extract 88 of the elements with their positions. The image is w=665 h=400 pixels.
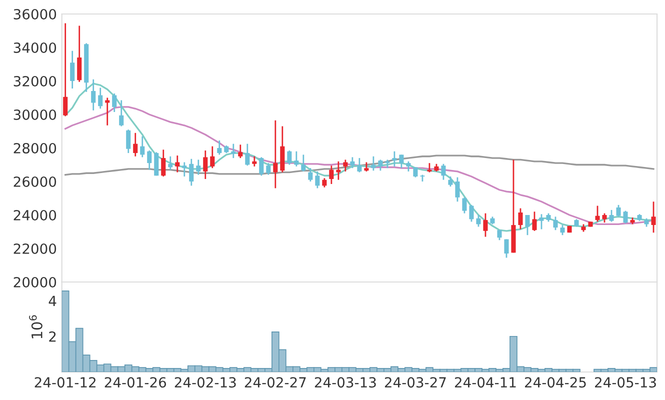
candlestick (259, 156, 264, 176)
candlestick (462, 196, 467, 214)
x-tick-label: 24-03-13 (314, 377, 376, 388)
candlestick (350, 156, 355, 169)
y-tick-label: 30000 (14, 109, 56, 120)
candlestick (469, 204, 474, 222)
candlestick (504, 238, 509, 258)
x-tick-label: 24-05-13 (595, 377, 656, 388)
candlestick (525, 214, 530, 236)
candlestick (609, 209, 614, 222)
candlestick (595, 205, 600, 222)
x-tick-label: 24-01-12 (34, 377, 96, 388)
y-tick-label: 4 (48, 296, 56, 306)
candlestick (210, 146, 215, 169)
candlestick (70, 50, 75, 90)
candlestick (301, 154, 306, 172)
candlestick (532, 210, 537, 232)
candlestick (399, 154, 404, 169)
y-tick-label: 28000 (14, 142, 56, 154)
candlestick (189, 158, 194, 186)
candlestick (203, 150, 208, 180)
x-tick-label: 24-04-25 (524, 377, 586, 388)
x-tick-label: 24-03-27 (384, 377, 446, 388)
candlestick (175, 154, 180, 173)
candlestick (427, 162, 432, 173)
candlestick (140, 136, 145, 158)
candlestick (273, 120, 278, 189)
candlestick (518, 208, 523, 230)
candlestick (483, 212, 488, 238)
y-tick-label: 20000 (14, 276, 56, 288)
candlestick (105, 97, 110, 126)
candlestick (182, 162, 187, 178)
candlestick (287, 150, 292, 166)
x-tick-label: 24-04-11 (454, 377, 516, 388)
candlestick (168, 156, 173, 170)
candlestick (336, 160, 341, 181)
x-tick-label: 24-01-26 (104, 377, 166, 388)
candlestick (476, 214, 481, 228)
candlestick (329, 164, 334, 185)
candlestick (252, 156, 257, 168)
candlestick (196, 159, 201, 176)
candlestick (497, 229, 502, 241)
candlestick (154, 151, 159, 176)
candlestick (448, 176, 453, 188)
candlestick (357, 157, 362, 173)
y-tick-label: 32000 (14, 76, 56, 86)
candlestick (623, 210, 628, 224)
y-tick-label: 36000 (14, 8, 56, 20)
candlestick (560, 224, 565, 236)
candlestick (455, 176, 460, 202)
y-tick-label: 26000 (14, 176, 56, 187)
candlestick (378, 159, 383, 172)
candlestick (322, 177, 327, 188)
candlestick (91, 78, 96, 112)
candlestick (406, 160, 411, 172)
candlestick (217, 140, 222, 156)
candlestick (602, 212, 607, 224)
x-tick-label: 24-02-13 (174, 377, 236, 388)
candlestick (294, 150, 299, 168)
candlestick (231, 143, 236, 159)
candlestick (651, 200, 656, 234)
y-tick-label: 22000 (14, 243, 56, 254)
candlestick (539, 213, 544, 230)
candlestick (616, 204, 621, 218)
candlestick (315, 170, 320, 189)
candlestick (133, 132, 138, 158)
y-tick-label: 24000 (14, 210, 56, 220)
candlestick (364, 162, 369, 172)
candlestick (126, 128, 131, 154)
candlestick (441, 163, 446, 181)
candlestick (77, 25, 82, 83)
candlestick (98, 87, 103, 110)
candlestick (147, 150, 152, 170)
candlestick (112, 92, 117, 113)
candlestick (119, 100, 124, 127)
candlestick (63, 22, 68, 117)
candlestick (161, 148, 166, 178)
candlestick (266, 162, 271, 176)
y-axis-title: 10$^{6}$ (29, 315, 42, 338)
y-tick-label: 2 (49, 331, 56, 342)
candlestick (343, 159, 348, 172)
candlestick (553, 216, 558, 231)
candlestick (308, 167, 313, 182)
y-tick-label: 34000 (14, 42, 56, 53)
candlestick (245, 143, 250, 166)
candlestick (392, 150, 397, 168)
x-tick-label: 24-02-27 (244, 377, 306, 388)
candlestick (238, 144, 243, 159)
